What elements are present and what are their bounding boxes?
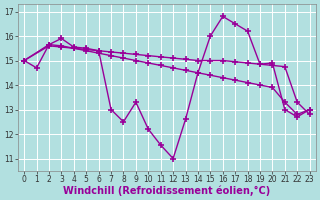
X-axis label: Windchill (Refroidissement éolien,°C): Windchill (Refroidissement éolien,°C) bbox=[63, 185, 270, 196]
